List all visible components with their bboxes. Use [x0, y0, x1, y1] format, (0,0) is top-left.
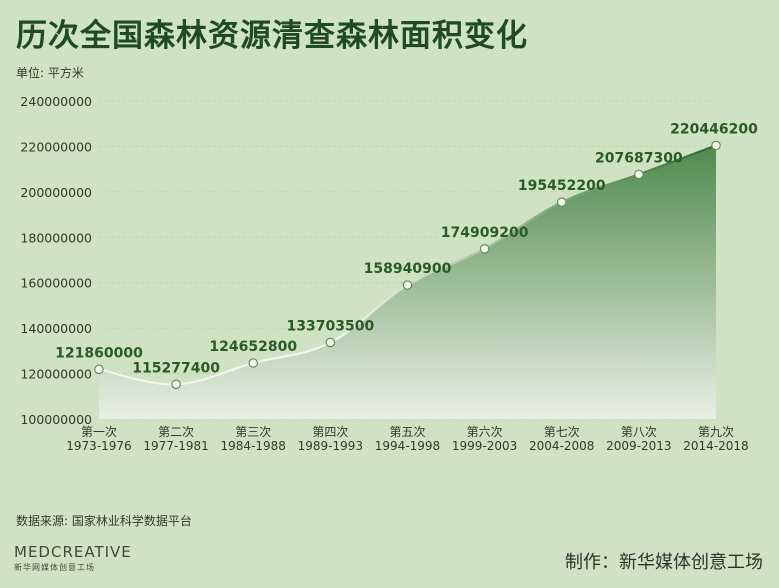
data-label: 158940900 — [364, 261, 452, 277]
data-point — [556, 197, 567, 207]
data-point — [248, 358, 259, 368]
x-tick-period: 1973-1976 — [66, 439, 131, 453]
data-label: 220446200 — [670, 121, 758, 137]
x-tick-period: 1999-2003 — [452, 439, 517, 453]
data-label: 115277400 — [132, 360, 220, 376]
x-tick-label: 第六次 — [467, 425, 503, 439]
x-tick-period: 1984-1988 — [221, 439, 286, 453]
area-fill — [99, 145, 716, 420]
y-tick-label: 100000000 — [20, 412, 92, 427]
y-tick-label: 140000000 — [20, 321, 92, 336]
x-tick-period: 1977-1981 — [143, 439, 208, 453]
x-axis-ticks: 第一次1973-1976第二次1977-1981第三次1984-1988第四次1… — [66, 425, 748, 453]
x-tick-label: 第五次 — [389, 425, 425, 439]
y-axis-ticks: 100000000 120000000 140000000 160000000 1800… — [20, 94, 92, 427]
x-tick-period: 2014-2018 — [683, 439, 748, 453]
x-tick-label: 第四次 — [312, 425, 348, 439]
logo-subtitle: 新华网媒体创意工场 — [14, 563, 95, 572]
logo-wordmark: MEDCREATIVE — [14, 543, 132, 561]
data-point — [402, 280, 413, 290]
page-title: 历次全国森林资源清查森林面积变化 — [16, 18, 528, 54]
data-label: 121860000 — [55, 345, 143, 361]
x-tick-period: 1989-1993 — [298, 439, 363, 453]
data-label: 124652800 — [209, 339, 297, 355]
x-tick-label: 第九次 — [698, 425, 734, 439]
x-tick-period: 2009-2013 — [606, 439, 671, 453]
credit-text: 制作：新华媒体创意工场 — [565, 552, 763, 573]
x-tick-label: 第三次 — [235, 425, 271, 439]
y-tick-label: 180000000 — [20, 230, 92, 245]
x-tick-period: 1994-1998 — [375, 439, 440, 453]
data-point — [325, 337, 336, 348]
data-point — [479, 244, 490, 254]
data-source: 数据来源: 国家林业科学数据平台 — [16, 514, 192, 528]
y-tick-label: 200000000 — [20, 185, 92, 200]
x-tick-period: 2004-2008 — [529, 439, 594, 453]
y-tick-label: 240000000 — [20, 94, 92, 109]
data-label: 207687300 — [595, 150, 683, 166]
x-tick-label: 第八次 — [621, 425, 657, 439]
x-tick-label: 第一次 — [81, 425, 117, 439]
data-points — [94, 140, 721, 390]
y-tick-label: 160000000 — [20, 276, 92, 291]
data-label: 133703500 — [287, 318, 375, 334]
data-point — [634, 169, 644, 180]
x-tick-label: 第七次 — [544, 425, 580, 439]
y-tick-label: 220000000 — [20, 139, 92, 154]
unit-label: 单位: 平方米 — [16, 66, 84, 80]
x-tick-label: 第二次 — [158, 425, 194, 439]
data-point — [171, 379, 181, 390]
data-label: 195452200 — [518, 178, 606, 194]
brand-logo: MEDCREATIVE 新华网媒体创意工场 — [14, 543, 132, 583]
y-tick-label: 120000000 — [20, 367, 92, 382]
data-point — [94, 364, 104, 375]
data-label: 174909200 — [441, 225, 529, 241]
data-point — [711, 140, 721, 151]
